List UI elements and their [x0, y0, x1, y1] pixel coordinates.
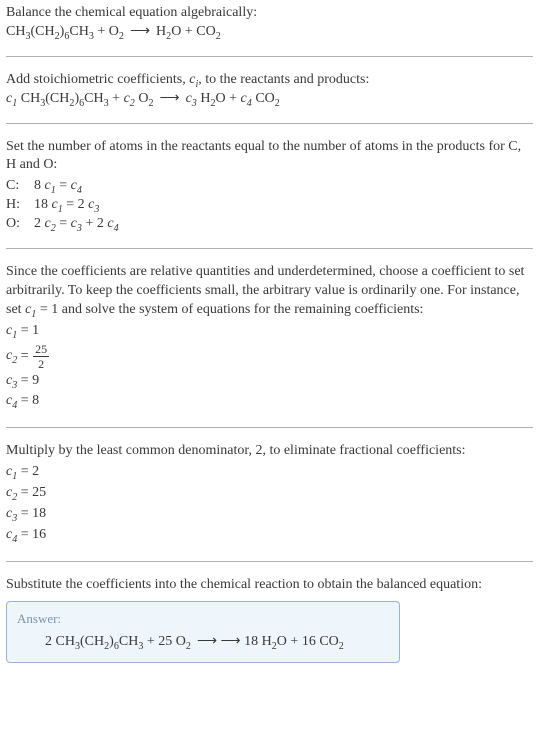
section-atoms: Set the number of atoms in the reactants…: [6, 138, 533, 249]
coeff-c1: c1 = 1: [6, 322, 533, 341]
coef-c4: c4: [241, 91, 252, 106]
solve-text-b: = 1 and solve the system of equations fo…: [36, 302, 423, 317]
atoms-table: C: 8 c1 = c4 H: 18 c1 = 2 c3 O: 2 c2 = c…: [6, 177, 533, 234]
compound-co2: CO2: [196, 24, 221, 39]
compound-o2: O2: [109, 24, 124, 39]
section-answer: Substitute the coefficients into the che…: [6, 576, 533, 665]
atoms-row-c: C: 8 c1 = c4: [6, 177, 533, 196]
mcoeff-c1: c1 = 2: [6, 463, 533, 482]
mcoeff-c2: c2 = 25: [6, 484, 533, 503]
solve-coeffs: c1 = 1 c2 = 252 c3 = 9 c4 = 8: [6, 322, 533, 412]
compound-octane: CH3(CH2)6CH3: [21, 91, 109, 106]
section-solve: Since the coefficients are relative quan…: [6, 263, 533, 428]
ci-symbol: ci: [189, 72, 198, 87]
stoich-equation: c1 CH3(CH2)6CH3 + c2 O2⟶c3 H2O + c4 CO2: [6, 90, 533, 109]
atoms-label-o: O:: [6, 215, 34, 234]
arrow-icon: ⟶: [154, 90, 186, 109]
coef-c2: c2: [124, 91, 135, 106]
stoich-text: Add stoichiometric coefficients, ci, to …: [6, 71, 533, 90]
section-intro: Balance the chemical equation algebraica…: [6, 4, 533, 57]
atoms-row-o: O: 2 c2 = c3 + 2 c4: [6, 215, 533, 234]
multiply-coeffs: c1 = 2 c2 = 25 c3 = 18 c4 = 16: [6, 463, 533, 545]
stoich-text-b: , to the reactants and products:: [198, 72, 369, 87]
answer-d: + 16: [287, 634, 319, 649]
compound-o2: O2: [138, 91, 153, 106]
arrow-icon: ⟶: [124, 23, 156, 42]
coeff-c3: c3 = 9: [6, 372, 533, 391]
answer-a: 2: [45, 634, 56, 649]
answer-box: Answer: 2 CH3(CH2)6CH3 + 25 O2⟶ ⟶ 18 H2O…: [6, 601, 400, 663]
mcoeff-c4: c4 = 16: [6, 526, 533, 545]
atoms-label-h: H:: [6, 196, 34, 215]
answer-equation: 2 CH3(CH2)6CH3 + 25 O2⟶ ⟶ 18 H2O + 16 CO…: [17, 633, 389, 652]
coeff-c4: c4 = 8: [6, 392, 533, 411]
solve-c1: c1: [25, 302, 36, 317]
compound-h2o: H2O: [262, 634, 287, 649]
intro-text: Balance the chemical equation algebraica…: [6, 4, 533, 23]
compound-o2: O2: [176, 634, 191, 649]
compound-h2o: H2O: [156, 24, 181, 39]
fraction-25-2: 252: [33, 343, 49, 370]
atoms-text: Set the number of atoms in the reactants…: [6, 138, 533, 176]
atoms-label-c: C:: [6, 177, 34, 196]
compound-co2: CO2: [319, 634, 344, 649]
intro-equation: CH3(CH2)6CH3 + O2⟶H2O + CO2: [6, 23, 533, 42]
mcoeff-c3: c3 = 18: [6, 505, 533, 524]
compound-octane: CH3(CH2)6CH3: [6, 24, 94, 39]
answer-text: Substitute the coefficients into the che…: [6, 576, 533, 595]
atoms-eq-c: 8 c1 = c4: [34, 177, 82, 196]
coeff-c2: c2 = 252: [6, 343, 533, 370]
answer-b: + 25: [143, 634, 175, 649]
atoms-row-h: H: 18 c1 = 2 c3: [6, 196, 533, 215]
compound-co2: CO2: [255, 91, 280, 106]
solve-text: Since the coefficients are relative quan…: [6, 263, 533, 320]
section-multiply: Multiply by the least common denominator…: [6, 442, 533, 561]
section-stoich: Add stoichiometric coefficients, ci, to …: [6, 71, 533, 124]
atoms-eq-o: 2 c2 = c3 + 2 c4: [34, 215, 119, 234]
multiply-text: Multiply by the least common denominator…: [6, 442, 533, 461]
stoich-text-a: Add stoichiometric coefficients,: [6, 72, 189, 87]
compound-octane: CH3(CH2)6CH3: [56, 634, 144, 649]
coef-c1: c1: [6, 91, 17, 106]
page: Balance the chemical equation algebraica…: [0, 0, 539, 671]
coef-c3: c3: [186, 91, 197, 106]
answer-label: Answer:: [17, 610, 389, 628]
answer-c: ⟶ 18: [217, 634, 262, 649]
compound-h2o: H2O: [200, 91, 225, 106]
atoms-eq-h: 18 c1 = 2 c3: [34, 196, 99, 215]
